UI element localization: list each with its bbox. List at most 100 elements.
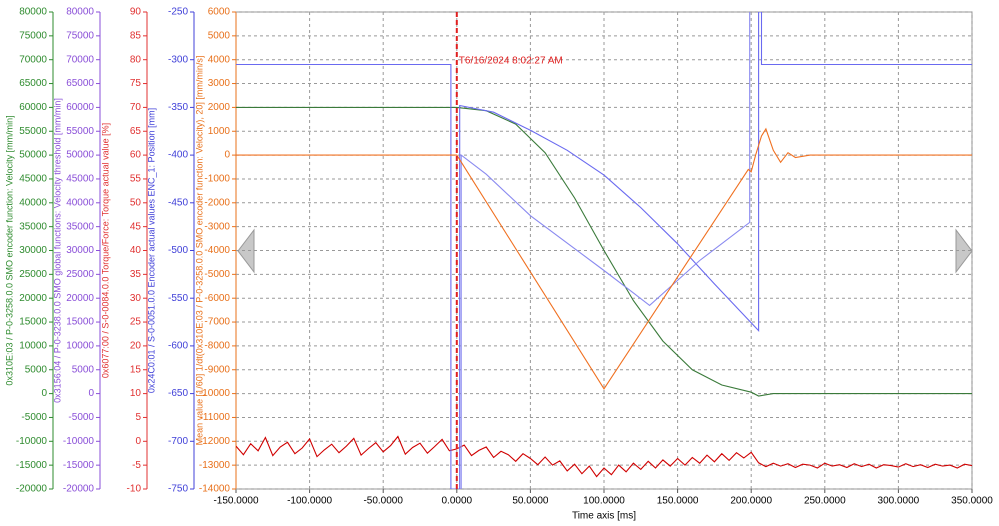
y-tick-label: -15000: [63, 460, 95, 471]
y-tick-label: 60: [130, 150, 142, 161]
y-tick-label: -2000: [204, 197, 230, 208]
y-tick-label: 10000: [66, 341, 94, 352]
y-tick-label: 45000: [19, 174, 47, 185]
x-tick-label: 50.0000: [512, 496, 549, 507]
y-tick-label: 30000: [66, 245, 94, 256]
x-tick-label: 0.0000: [442, 496, 473, 507]
y-tick-label: -450: [168, 197, 188, 208]
x-tick-label: 250.0000: [804, 496, 846, 507]
y-tick-label: -12000: [199, 436, 231, 447]
y-tick-label: -10000: [16, 436, 48, 447]
y-tick-label: 0: [88, 388, 94, 399]
y-tick-label: -300: [168, 54, 188, 65]
y-tick-label: -15000: [16, 460, 48, 471]
y-tick-label: 15000: [19, 317, 47, 328]
y-tick-label: -250: [168, 7, 188, 18]
y-tick-label: 2000: [208, 102, 231, 113]
y-tick-label: 35000: [19, 221, 47, 232]
y-tick-label: 35: [130, 269, 142, 280]
y-tick-label: 70000: [19, 54, 47, 65]
y-tick-label: 0: [224, 150, 230, 161]
y-tick-label: 75000: [19, 30, 47, 41]
y-tick-label: 30000: [19, 245, 47, 256]
x-tick-label: -150.0000: [213, 496, 258, 507]
series-line: [460, 12, 751, 489]
y-tick-label: -10000: [199, 388, 231, 399]
y-tick-label: 65000: [66, 78, 94, 89]
y-tick-label: -5000: [21, 412, 47, 423]
y-tick-label: -10000: [63, 436, 95, 447]
y-tick-label: 70000: [66, 54, 94, 65]
y-tick-label: 55000: [66, 126, 94, 137]
y-tick-label: 70: [130, 102, 142, 113]
y-tick-label: -9000: [204, 364, 230, 375]
y-tick-label: 25000: [66, 269, 94, 280]
y-tick-label: 15: [130, 364, 142, 375]
series-line: [236, 435, 972, 478]
x-tick-label: -50.0000: [363, 496, 403, 507]
y-tick-label: 80000: [19, 7, 47, 18]
y-tick-label: -750: [168, 484, 188, 495]
y-tick-label: 50000: [66, 150, 94, 161]
y-tick-label: 85: [130, 30, 142, 41]
y-tick-label: 0: [135, 436, 141, 447]
series-line: [236, 127, 972, 390]
y-tick-label: 0: [41, 388, 47, 399]
y-tick-label: 90: [130, 7, 142, 18]
y-tick-label: 80: [130, 54, 142, 65]
y-tick-label: 35000: [66, 221, 94, 232]
x-tick-label: 300.0000: [878, 496, 920, 507]
y-tick-label: 4000: [208, 54, 231, 65]
series-line: [236, 12, 972, 489]
x-tick-label: -100.0000: [287, 496, 332, 507]
y-tick-label: -14000: [199, 484, 231, 495]
y-tick-label: 10000: [19, 341, 47, 352]
y-tick-label: 20000: [19, 293, 47, 304]
y-tick-label: 25000: [19, 269, 47, 280]
cursor-label: T6/16/2024 8:02:27 AM: [459, 56, 563, 67]
series-line: [236, 106, 972, 397]
y-tick-label: 65: [130, 126, 142, 137]
y-tick-label: 20: [130, 341, 142, 352]
y-tick-label: -650: [168, 388, 188, 399]
y-tick-label: 60000: [19, 102, 47, 113]
y-tick-label: 6000: [208, 7, 231, 18]
x-axis-label: Time axis [ms]: [572, 511, 636, 522]
x-tick-label: 350.0000: [951, 496, 993, 507]
y-tick-label: -500: [168, 245, 188, 256]
y-tick-label: 30: [130, 293, 142, 304]
y-tick-label: 15000: [66, 317, 94, 328]
y-tick-label: 40: [130, 245, 142, 256]
y-tick-label: -350: [168, 102, 188, 113]
y-tick-label: 40000: [19, 197, 47, 208]
y-tick-label: -8000: [204, 341, 230, 352]
y-tick-label: -400: [168, 150, 188, 161]
y-tick-label: 55000: [19, 126, 47, 137]
y-tick-label: 20000: [66, 293, 94, 304]
y-axis-label: 0x310E:03 / P-0-3258.0.0 SMO encoder fun…: [4, 115, 14, 385]
y-tick-label: -3000: [204, 221, 230, 232]
y-axis-label: 0x6077:00 / S-0-0084.0.0 Torque/Force: T…: [100, 123, 110, 378]
y-tick-label: -550: [168, 293, 188, 304]
y-axis-label: 0x3156:04 / P-0-3238.0.0 SMO global func…: [52, 98, 62, 403]
y-axis-label: 0x24C0:01 / S-0-0051.0.0 Encoder actual …: [146, 108, 156, 393]
y-tick-label: 1000: [208, 126, 231, 137]
y-tick-label: 10: [130, 388, 142, 399]
y-tick-label: 60000: [66, 102, 94, 113]
y-tick-label: 40000: [66, 197, 94, 208]
plot-area: [236, 12, 972, 489]
x-tick-label: 150.0000: [657, 496, 699, 507]
y-tick-label: -6000: [204, 293, 230, 304]
y-tick-label: -4000: [204, 245, 230, 256]
y-tick-label: 55: [130, 174, 142, 185]
y-tick-label: -13000: [199, 460, 231, 471]
y-tick-label: -11000: [200, 412, 231, 423]
y-tick-label: 5000: [25, 364, 48, 375]
y-tick-label: 5: [135, 412, 141, 423]
y-tick-label: -1000: [204, 174, 230, 185]
y-tick-label: 50000: [19, 150, 47, 161]
y-tick-label: 25: [130, 317, 142, 328]
y-tick-label: 75: [130, 78, 142, 89]
